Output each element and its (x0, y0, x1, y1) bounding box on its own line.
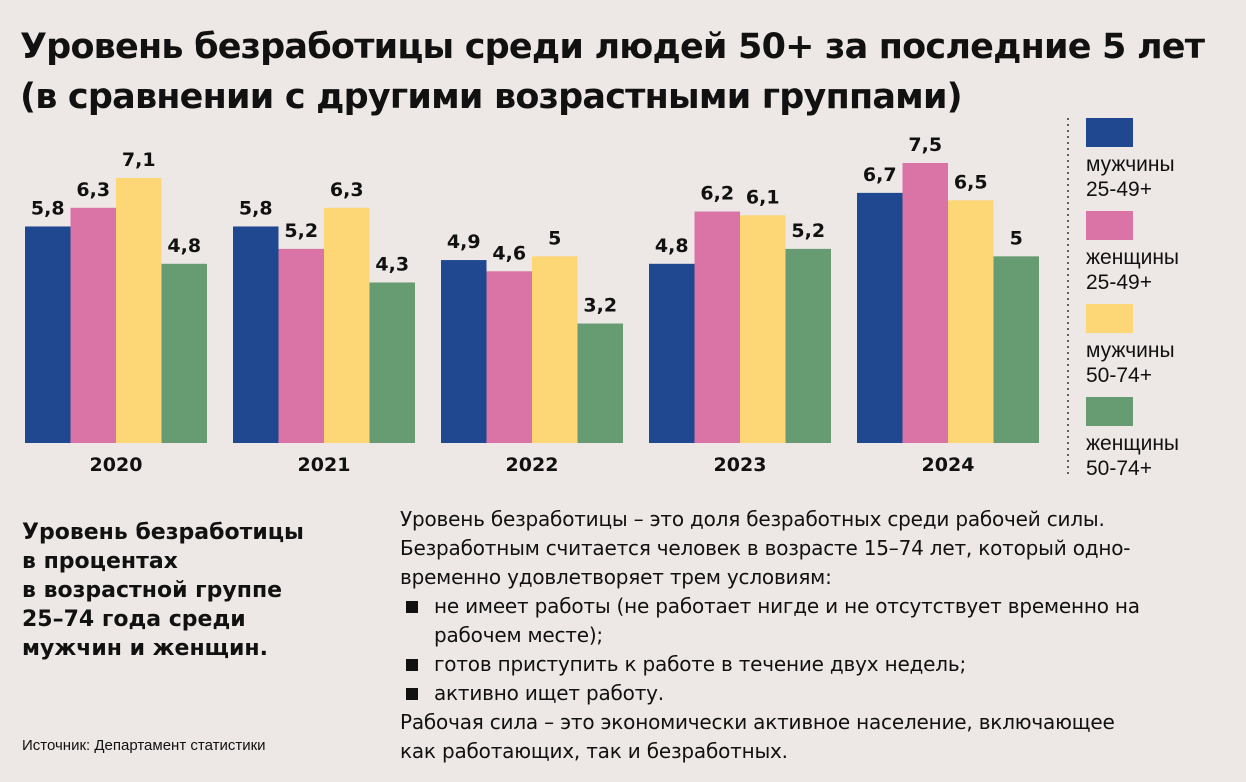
condition-text: не имеет работы (не работает нигде и не … (434, 594, 1140, 647)
bar (532, 256, 578, 443)
bar-chart: 5,8 6,3 7,1 4,8 2020 5,8 5,2 6,3 4,3 2021 4,9 4,6 5 3… (25, 118, 1179, 480)
condition-text: активно ищет работу. (434, 681, 664, 705)
bar (441, 260, 487, 443)
data-label: 4,8 (167, 235, 201, 257)
legend-label: мужчины (1086, 153, 1175, 176)
bar (161, 263, 207, 443)
definition-line: Уровень безработицы – это доля безработн… (400, 507, 1105, 531)
chart-title-line: (в сравнении с другими возрастными групп… (20, 77, 963, 117)
data-label: 7,5 (908, 134, 942, 156)
data-label: 6,3 (330, 179, 364, 201)
definition-line: Рабочая сила – это экономически активное… (400, 710, 1115, 734)
bar (740, 215, 786, 443)
bar (577, 323, 623, 443)
legend-label: 25-49+ (1086, 271, 1152, 294)
bar (324, 207, 370, 443)
definition-line: как работающих, так и безработных. (400, 739, 788, 763)
legend-label: 25-49+ (1086, 178, 1152, 201)
data-label: 5 (548, 227, 561, 249)
bar (785, 248, 831, 443)
conditions-list: не имеет работы (не работает нигде и не … (400, 592, 1230, 708)
bar (70, 207, 116, 443)
chart-caption: Уровень безработицы в процентах в возрас… (22, 520, 304, 661)
data-label: 6,7 (863, 164, 897, 186)
data-label: 6,1 (746, 186, 780, 208)
legend-swatch (1086, 304, 1133, 333)
legend-label: 50-74+ (1086, 364, 1152, 387)
legend-swatch (1086, 118, 1133, 147)
bar (278, 248, 324, 443)
legend-label: женщины (1086, 246, 1179, 269)
legend-label: женщины (1086, 432, 1179, 455)
legend-label: мужчины (1086, 339, 1175, 362)
data-label: 5,8 (239, 197, 273, 219)
definition-text: Уровень безработицы – это доля безработн… (400, 505, 1230, 766)
data-label: 5,2 (284, 220, 318, 242)
data-label: 5 (1010, 227, 1023, 249)
definition-line: Безработным считается человек в возрасте… (400, 536, 1131, 560)
x-tick-label: 2022 (506, 454, 559, 476)
bar (369, 282, 415, 443)
bar (25, 226, 71, 443)
definition-line: временно удовлетворяет трем условиям: (400, 565, 832, 589)
condition-item: не имеет работы (не работает нигде и не … (400, 592, 1230, 650)
x-tick-label: 2021 (298, 454, 351, 476)
data-label: 4,6 (492, 242, 526, 264)
data-label: 6,5 (954, 171, 988, 193)
legend-swatch (1086, 397, 1133, 426)
data-label: 6,3 (76, 179, 110, 201)
bar (116, 177, 162, 443)
square-bullet-icon (406, 659, 418, 671)
data-label: 4,3 (375, 253, 409, 275)
square-bullet-icon (406, 601, 418, 613)
condition-text: готов приступить к работе в течение двух… (434, 652, 966, 676)
x-tick-label: 2024 (922, 454, 975, 476)
data-label: 5,2 (791, 220, 825, 242)
data-label: 6,2 (700, 183, 734, 205)
chart-title: Уровень безработицы среди людей 50+ за п… (20, 22, 1220, 122)
source-note: Источник: Департамент статистики (22, 737, 266, 754)
legend-swatch (1086, 211, 1133, 240)
legend-label: 50-74+ (1086, 457, 1152, 480)
x-tick-label: 2023 (714, 454, 767, 476)
data-label: 4,9 (447, 231, 481, 253)
data-label: 5,8 (31, 197, 65, 219)
x-tick-label: 2020 (90, 454, 143, 476)
chart-title-line: Уровень безработицы среди людей 50+ за п… (20, 27, 1205, 67)
bar (233, 226, 279, 443)
bar (902, 163, 948, 443)
bar (993, 256, 1039, 443)
bar (486, 271, 532, 443)
condition-item: активно ищет работу. (400, 679, 1230, 708)
bar (857, 192, 903, 443)
bar (649, 263, 695, 443)
bar (948, 200, 994, 443)
condition-item: готов приступить к работе в течение двух… (400, 650, 1230, 679)
data-label: 7,1 (122, 149, 156, 171)
bar (694, 211, 740, 443)
data-label: 4,8 (655, 235, 689, 257)
data-label: 3,2 (583, 295, 617, 317)
square-bullet-icon (406, 688, 418, 700)
